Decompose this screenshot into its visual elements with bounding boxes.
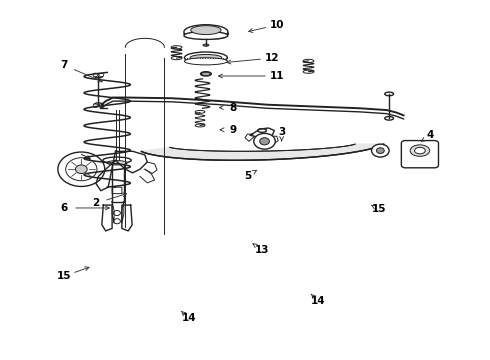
Ellipse shape — [184, 25, 228, 39]
Text: 7: 7 — [61, 60, 68, 70]
Ellipse shape — [184, 32, 228, 40]
Text: 13: 13 — [255, 245, 270, 255]
Circle shape — [254, 134, 275, 149]
Ellipse shape — [103, 157, 131, 163]
Text: 15: 15 — [372, 204, 387, 215]
Circle shape — [114, 219, 121, 224]
Ellipse shape — [191, 26, 221, 35]
Polygon shape — [142, 144, 384, 160]
Ellipse shape — [258, 129, 267, 132]
Ellipse shape — [94, 103, 103, 107]
Circle shape — [75, 165, 87, 174]
Text: 11: 11 — [270, 71, 284, 81]
Ellipse shape — [195, 124, 205, 127]
Ellipse shape — [410, 145, 430, 156]
FancyBboxPatch shape — [112, 160, 124, 202]
Text: 3: 3 — [278, 127, 285, 136]
Text: 9: 9 — [229, 125, 236, 135]
Text: 14: 14 — [181, 313, 196, 323]
Ellipse shape — [171, 57, 182, 60]
Circle shape — [260, 138, 270, 145]
Circle shape — [58, 152, 105, 186]
Text: 5: 5 — [244, 171, 251, 181]
Ellipse shape — [184, 52, 227, 63]
Text: 12: 12 — [265, 53, 279, 63]
Ellipse shape — [385, 92, 393, 96]
Text: 15: 15 — [57, 271, 72, 281]
Circle shape — [93, 104, 98, 108]
Circle shape — [99, 104, 104, 108]
Ellipse shape — [385, 117, 393, 120]
Circle shape — [114, 211, 121, 216]
Ellipse shape — [303, 70, 314, 73]
Text: 8: 8 — [229, 103, 236, 113]
Ellipse shape — [203, 44, 209, 46]
Text: 4: 4 — [427, 130, 434, 140]
FancyBboxPatch shape — [401, 140, 439, 168]
Ellipse shape — [107, 161, 127, 165]
Ellipse shape — [415, 147, 425, 154]
Ellipse shape — [195, 111, 205, 113]
Text: 6: 6 — [61, 203, 68, 213]
Circle shape — [371, 144, 389, 157]
Ellipse shape — [94, 74, 103, 78]
Text: 14: 14 — [311, 296, 325, 306]
Ellipse shape — [190, 54, 222, 61]
Ellipse shape — [184, 58, 227, 65]
Circle shape — [99, 73, 104, 77]
Ellipse shape — [303, 59, 314, 63]
Ellipse shape — [200, 72, 211, 76]
Ellipse shape — [171, 46, 182, 49]
Circle shape — [376, 148, 384, 153]
Circle shape — [66, 158, 97, 181]
Text: 10: 10 — [270, 20, 284, 30]
Circle shape — [93, 73, 98, 77]
Text: 2: 2 — [92, 198, 99, 208]
